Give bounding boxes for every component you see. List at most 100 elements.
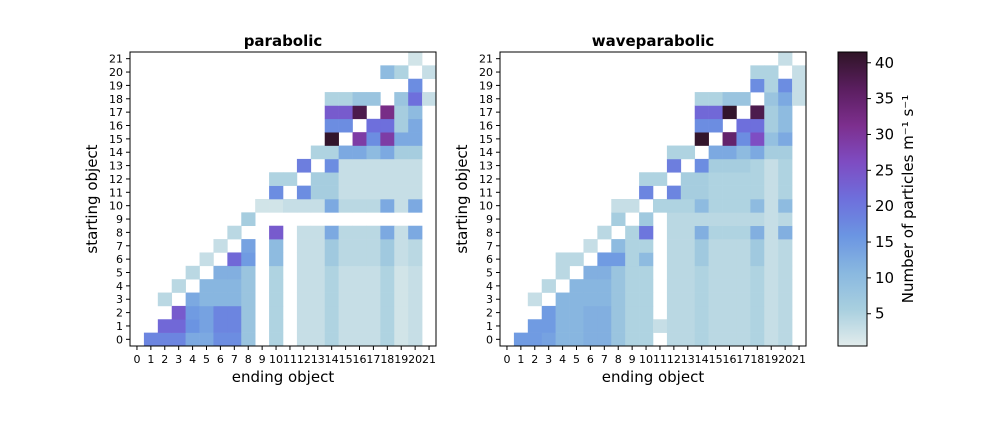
heatmap-cell	[764, 92, 779, 106]
heatmap-cell	[408, 305, 423, 320]
x-tick-label: 14	[695, 353, 709, 366]
heatmap-cell	[736, 305, 751, 320]
heatmap-cell	[213, 292, 228, 307]
heatmap-cell	[583, 239, 598, 253]
heatmap-cell	[352, 158, 367, 173]
heatmap-cell	[722, 172, 737, 186]
heatmap-cell	[778, 92, 793, 106]
heatmap-cell	[694, 319, 709, 333]
y-tick-label: 5	[486, 267, 493, 280]
heatmap-cell	[283, 199, 298, 213]
heatmap-cell	[310, 305, 326, 320]
heatmap-cell	[680, 252, 696, 267]
heatmap-cell	[583, 292, 598, 307]
heatmap-cell	[241, 265, 256, 280]
heatmap-cell	[143, 332, 159, 347]
heatmap-cell	[324, 92, 339, 106]
axes-frame	[129, 51, 437, 347]
y-tick-label: 18	[109, 93, 123, 106]
y-tick-label: 10	[109, 200, 123, 213]
heatmap-cell	[750, 199, 765, 213]
heatmap-cell	[639, 305, 654, 320]
heatmap-cell	[708, 332, 723, 347]
heatmap-cell	[611, 332, 626, 347]
y-tick-label: 8	[116, 226, 123, 239]
heatmap-cell	[625, 265, 640, 280]
x-tick-label: 8	[245, 353, 252, 366]
heatmap-cell	[422, 92, 437, 106]
heatmap-cell	[750, 145, 765, 160]
heatmap-cell	[513, 332, 529, 347]
heatmap-cell	[708, 225, 723, 240]
heatmap-cell	[778, 332, 793, 347]
heatmap-cell	[625, 252, 640, 267]
x-tick-label: 17	[736, 353, 750, 366]
heatmap-cell	[269, 305, 284, 320]
heatmap-cell	[527, 319, 543, 333]
heatmap-cell	[764, 65, 779, 80]
heatmap-cell	[338, 199, 353, 213]
heatmap-cell	[750, 78, 765, 93]
heatmap-cell	[680, 332, 696, 347]
x-tick-label: 19	[764, 353, 778, 366]
heatmap-cell	[352, 185, 367, 200]
heatmap-cell	[310, 239, 326, 253]
heatmap-cell	[171, 279, 186, 293]
heatmap-cell	[680, 239, 696, 253]
y-tick-label: 4	[116, 280, 123, 293]
heatmap-cell	[736, 185, 751, 200]
heatmap-cell	[213, 279, 228, 293]
heatmap-cell	[694, 292, 709, 307]
heatmap-cell	[310, 225, 326, 240]
heatmap-cell	[639, 172, 654, 186]
heatmap-cell	[764, 212, 779, 227]
heatmap-cell	[625, 305, 640, 320]
heatmap-cell	[255, 199, 270, 213]
heatmap-cell	[338, 145, 353, 160]
heatmap-cell	[694, 239, 709, 253]
heatmap-cell	[394, 332, 409, 347]
heatmap-cell	[792, 92, 807, 106]
heatmap-cell	[750, 65, 765, 80]
y-tick-label: 18	[479, 93, 493, 106]
heatmap-cell	[680, 319, 696, 333]
heatmap-cell	[324, 279, 339, 293]
heatmap-cell	[324, 252, 339, 267]
heatmap-cell	[750, 158, 765, 173]
heatmap-cell	[736, 172, 751, 186]
x-tick-label: 11	[653, 353, 667, 366]
heatmap-cell	[694, 225, 709, 240]
heatmap-cell	[736, 319, 751, 333]
x-tick-label: 19	[394, 353, 408, 366]
heatmap-cell	[555, 332, 570, 347]
heatmap-cell	[269, 265, 284, 280]
x-tick-label: 7	[231, 353, 238, 366]
heatmap-cell	[625, 279, 640, 293]
heatmap-cell	[171, 332, 186, 347]
heatmap-cell	[394, 185, 409, 200]
heatmap-cells	[143, 52, 437, 347]
heatmap-cell	[408, 239, 423, 253]
x-tick-label: 0	[503, 353, 510, 366]
heatmap-cell	[722, 252, 737, 267]
y-tick-label: 17	[109, 106, 123, 119]
heatmap-cell	[708, 305, 723, 320]
heatmap-cell	[324, 292, 339, 307]
heatmap-cell	[310, 252, 326, 267]
x-axis-label: ending object	[232, 368, 335, 386]
y-tick-label: 2	[486, 307, 493, 320]
heatmap-cell	[366, 145, 381, 160]
heatmap-cell	[394, 172, 409, 186]
x-tick-label: 21	[422, 353, 436, 366]
heatmap-cell	[750, 292, 765, 307]
heatmap-cell	[324, 225, 339, 240]
heatmap-cell	[541, 319, 556, 333]
heatmap-cell	[722, 332, 737, 347]
heatmap-cell	[408, 105, 423, 120]
heatmap-cell	[394, 305, 409, 320]
heatmap-cell	[722, 92, 737, 106]
x-tick-label: 0	[133, 353, 140, 366]
x-tick-label: 13	[681, 353, 695, 366]
heatmap-cell	[380, 225, 395, 240]
y-axis-label: starting object	[453, 144, 471, 253]
